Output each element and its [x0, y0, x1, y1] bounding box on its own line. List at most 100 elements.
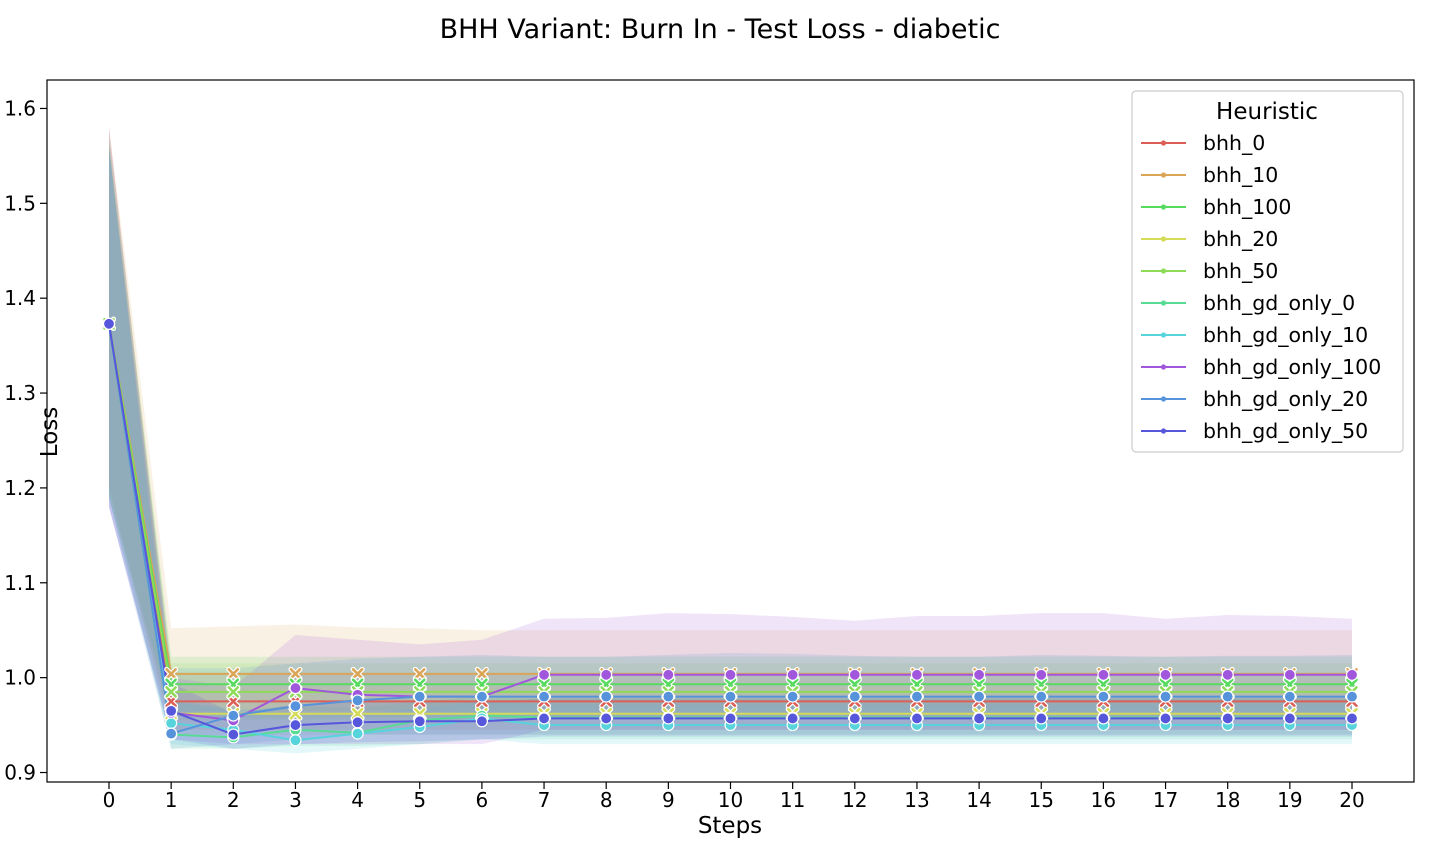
point-bhh-gd-only-100 [600, 668, 613, 681]
x-tick-label: 3 [289, 788, 302, 812]
point-bhh-gd-only-50 [724, 712, 737, 725]
point-bhh-gd-only-100 [289, 681, 302, 695]
x-tick-label: 18 [1215, 788, 1240, 812]
point-bhh-gd-only-20 [537, 690, 551, 703]
x-tick-label: 2 [227, 788, 240, 812]
x-tick-label: 10 [718, 788, 743, 812]
legend-marker [1160, 300, 1167, 306]
legend-label: bhh_gd_only_0 [1203, 291, 1355, 316]
y-tick-label: 1.3 [4, 381, 36, 405]
x-tick-label: 16 [1091, 788, 1116, 812]
legend-item-bhh-20: bhh_20 [1141, 227, 1278, 252]
legend: Heuristic bhh_0 bhh_10 bhh_100 bhh_20 bhh_50… [1131, 90, 1404, 453]
point-bhh-gd-only-20 [475, 690, 488, 703]
x-tick-label: 7 [538, 788, 551, 812]
point-bhh-gd-only-100 [662, 668, 675, 681]
point-bhh-gd-only-20 [289, 700, 302, 713]
point-bhh-gd-only-50 [165, 704, 178, 717]
x-tick-label: 13 [904, 788, 929, 812]
legend-item-bhh-100: bhh_100 [1141, 195, 1291, 220]
point-bhh-gd-only-50 [227, 728, 240, 741]
x-tick-label: 1 [165, 788, 178, 812]
point-bhh-gd-only-50 [662, 712, 675, 725]
point-bhh-gd-only-50 [413, 715, 426, 728]
legend-item-bhh-gd-only-0: bhh_gd_only_0 [1141, 291, 1355, 316]
y-tick-label: 1.4 [4, 286, 36, 310]
legend-item-bhh-gd-only-10: bhh_gd_only_10 [1141, 323, 1368, 348]
legend-marker [1160, 172, 1167, 178]
x-tick-label: 6 [476, 788, 489, 812]
point-bhh-gd-only-20 [1345, 690, 1359, 703]
legend-item-bhh-gd-only-50: bhh_gd_only_50 [1141, 419, 1368, 444]
x-tick-label: 15 [1029, 788, 1054, 812]
y-tick-label: 0.9 [4, 761, 36, 785]
point-bhh-gd-only-10 [351, 727, 364, 740]
legend-label: bhh_100 [1203, 195, 1291, 220]
y-tick-label: 1.2 [4, 476, 36, 500]
legend-label: bhh_10 [1203, 163, 1278, 188]
point-bhh-gd-only-50 [1221, 712, 1234, 725]
legend-marker [1160, 332, 1167, 338]
x-tick-label: 4 [351, 788, 364, 812]
legend-marker [1160, 236, 1167, 242]
point-bhh-gd-only-100 [910, 668, 924, 681]
point-bhh-gd-only-50 [475, 715, 488, 728]
point-bhh-gd-only-50 [537, 712, 551, 725]
point-bhh-gd-only-100 [1159, 668, 1172, 681]
legend-label: bhh_50 [1203, 259, 1278, 284]
legend-label: bhh_gd_only_50 [1203, 419, 1368, 444]
point-bhh-gd-only-50 [1159, 712, 1172, 725]
point-bhh-gd-only-100 [1345, 668, 1359, 681]
legend-title: Heuristic [1216, 99, 1318, 125]
legend-marker [1160, 268, 1167, 274]
point-bhh-gd-only-20 [413, 690, 426, 703]
legend-item-bhh-gd-only-100: bhh_gd_only_100 [1141, 355, 1381, 380]
point-bhh-gd-only-50 [972, 712, 986, 725]
point-bhh-10 [350, 666, 365, 681]
x-tick-label: 5 [413, 788, 426, 812]
point-bhh-gd-only-10 [289, 734, 302, 747]
x-tick-label: 12 [842, 788, 867, 812]
legend-item-bhh-10: bhh_10 [1141, 163, 1278, 188]
point-bhh-gd-only-20 [972, 690, 986, 703]
point-bhh-gd-only-100 [537, 668, 551, 681]
point-bhh-gd-only-50 [1283, 712, 1296, 725]
point-bhh-gd-only-100 [786, 668, 799, 681]
legend-item-bhh-50: bhh_50 [1141, 259, 1278, 284]
point-bhh-gd-only-100 [1221, 668, 1234, 681]
point-bhh-gd-only-50 [102, 317, 116, 330]
y-tick-label: 1.1 [4, 571, 36, 595]
legend-marker [1160, 396, 1167, 402]
point-bhh-gd-only-100 [1035, 668, 1048, 681]
x-axis-label: Steps [698, 813, 762, 839]
x-tick-label: 17 [1153, 788, 1178, 812]
y-axis-label: Loss [37, 407, 63, 457]
x-tick-label: 8 [600, 788, 613, 812]
point-bhh-gd-only-50 [600, 712, 613, 725]
legend-item-bhh-0: bhh_0 [1141, 131, 1265, 156]
point-bhh-10 [474, 666, 489, 681]
legend-marker [1160, 204, 1167, 210]
x-tick-label: 9 [662, 788, 675, 812]
legend-label: bhh_gd_only_100 [1203, 355, 1381, 380]
point-bhh-gd-only-50 [786, 712, 799, 725]
legend-label: bhh_0 [1203, 131, 1265, 156]
point-bhh-gd-only-50 [848, 712, 861, 725]
point-bhh-20 [350, 706, 365, 721]
x-tick-label: 19 [1277, 788, 1302, 812]
point-bhh-gd-only-20 [662, 690, 675, 703]
point-bhh-10 [288, 666, 303, 681]
point-bhh-gd-only-20 [786, 690, 799, 703]
point-bhh-10 [412, 666, 427, 681]
legend-marker [1160, 364, 1167, 370]
point-bhh-gd-only-20 [1159, 690, 1172, 703]
point-bhh-gd-only-100 [724, 668, 737, 681]
point-bhh-gd-only-20 [600, 690, 613, 703]
point-bhh-gd-only-20 [1283, 690, 1296, 703]
x-tick-label: 0 [103, 788, 116, 812]
legend-label: bhh_20 [1203, 227, 1278, 252]
series-markers [102, 316, 1359, 747]
legend-item-bhh-gd-only-20: bhh_gd_only_20 [1141, 387, 1368, 412]
point-bhh-gd-only-20 [351, 694, 364, 707]
y-tick-label: 1.6 [4, 96, 36, 120]
